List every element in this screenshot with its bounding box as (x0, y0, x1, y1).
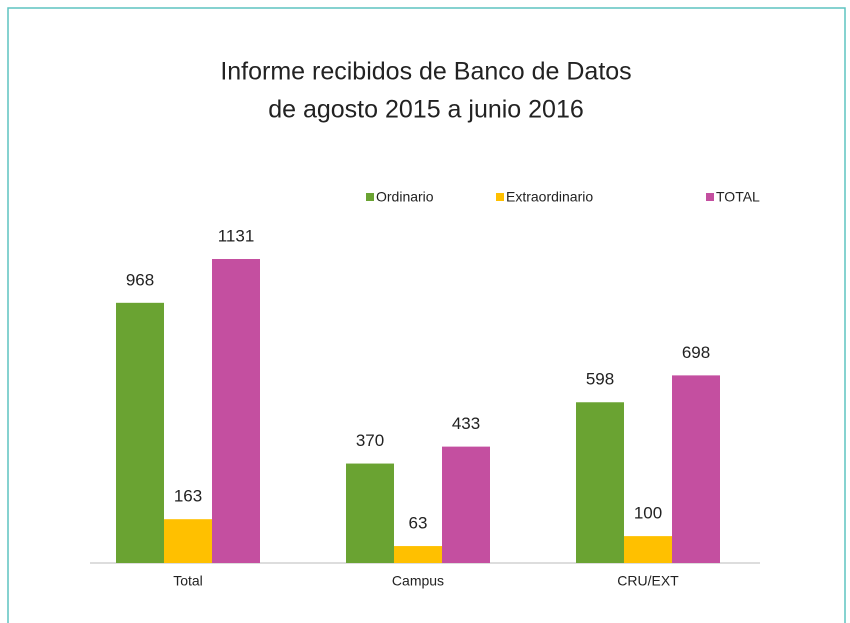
data-label: 968 (126, 270, 154, 289)
data-label: 433 (452, 414, 480, 433)
bar (576, 402, 624, 563)
x-tick-label: CRU/EXT (617, 573, 679, 589)
chart-title: Informe recibidos de Banco de Datos (220, 58, 631, 86)
bar (394, 546, 442, 563)
x-tick-label: Campus (392, 573, 444, 589)
legend-label: TOTAL (716, 189, 760, 205)
data-label: 100 (634, 504, 662, 523)
data-label: 370 (356, 431, 384, 450)
bar (672, 375, 720, 563)
data-label: 1131 (218, 226, 255, 245)
legend-label: Extraordinario (506, 189, 593, 205)
data-label: 698 (682, 343, 710, 362)
bar (346, 463, 394, 563)
data-label: 63 (409, 514, 428, 533)
bar (164, 519, 212, 563)
data-label: 598 (586, 370, 614, 389)
bar (116, 302, 164, 563)
chart-title: de agosto 2015 a junio 2016 (268, 96, 584, 124)
legend-swatch (706, 193, 714, 201)
x-tick-label: Total (173, 573, 203, 589)
legend-swatch (366, 193, 374, 201)
bar (442, 446, 490, 563)
bar (624, 536, 672, 563)
legend-swatch (496, 193, 504, 201)
legend-label: Ordinario (376, 189, 434, 205)
bar (212, 259, 260, 563)
data-label: 163 (174, 487, 202, 506)
